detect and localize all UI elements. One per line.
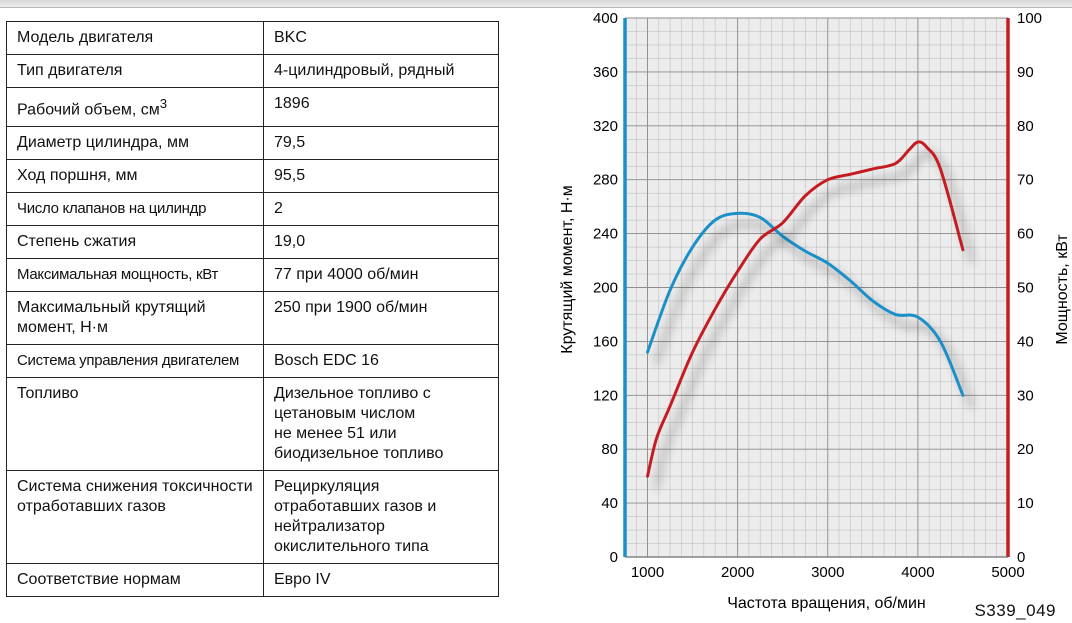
y-left-tick-label: 360: [593, 64, 618, 81]
spec-row: Соответствие нормам Евро IV: [6, 563, 499, 598]
y-right-tick-label: 50: [1017, 280, 1034, 297]
window-top-bar: [0, 0, 1072, 8]
torque-series-line: [646, 211, 965, 397]
spec-row: Тип двигателя 4-цилиндровый, рядный: [6, 54, 499, 88]
y-left-tick-label: 0: [610, 549, 618, 566]
spec-row: Диаметр цилиндра, мм 79,5: [6, 126, 499, 161]
engine-performance-chart: 0 40 80 120 160 200 240 280 320 360 400 0 10 20 30 40 50…: [548, 0, 1072, 623]
y-left-tick-label: 240: [593, 226, 618, 243]
spec-label: Диаметр цилиндра, мм: [6, 126, 264, 161]
spec-value: 2: [263, 192, 499, 227]
y-right-tick-label: 60: [1017, 226, 1034, 243]
y-left-tick-label: 80: [601, 441, 618, 458]
spec-value: Рециркуляция отработавших газов и нейтра…: [263, 470, 499, 565]
spec-value: Дизельное топливо с цетановым числом не …: [263, 377, 499, 472]
y-right-tick-label: 80: [1017, 118, 1034, 135]
spec-label: Топливо: [6, 377, 264, 472]
grid: [624, 17, 1009, 558]
y-left-tick-label: 120: [593, 387, 618, 404]
spec-row: Система снижения токсичности отработавши…: [6, 470, 499, 565]
spec-value: 79,5: [263, 126, 499, 161]
y-right-tick-label: 10: [1017, 495, 1034, 512]
spec-row: Модель двигателя BKC: [6, 21, 499, 55]
spec-row: Рабочий объем, см3 1896: [6, 86, 499, 128]
spec-value: 250 при 1900 об/мин: [263, 291, 499, 346]
spec-row: Ход поршня, мм 95,5: [6, 159, 499, 194]
spec-label: Система снижения токсичности отработавши…: [6, 470, 264, 565]
x-tick-label: 1000: [631, 564, 664, 581]
spec-row: Степень сжатия 19,0: [6, 225, 499, 260]
spec-value: BKC: [263, 21, 499, 55]
spec-label-superscript: 3: [159, 96, 168, 111]
y-left-axis-label: Крутящий момент, Н·м: [559, 185, 576, 353]
y-left-tick-label: 160: [593, 333, 618, 350]
chart-svg: 0408012016020024028032036040001020304050…: [559, 10, 1071, 612]
y-right-tick-label: 20: [1017, 441, 1034, 458]
spec-value: Евро IV: [263, 563, 499, 598]
y-left-tick-label: 320: [593, 118, 618, 135]
figure-code: S339_049: [974, 601, 1056, 620]
spec-label: Число клапанов на цилиндр: [6, 192, 264, 227]
x-axis-label: Частота вращения, об/мин: [727, 595, 926, 612]
spec-label: Модель двигателя: [6, 21, 264, 55]
spec-value: 19,0: [263, 225, 499, 260]
spec-row: Максимальная мощность, кВт 77 при 4000 об…: [6, 258, 499, 293]
spec-label: Рабочий объем, см3: [6, 86, 264, 128]
y-left-tick-label: 280: [593, 172, 618, 189]
power-series-line: [646, 140, 965, 478]
spec-row: Максимальный крутящий момент, Н·м 250 при…: [6, 291, 499, 346]
y-left-tick-label: 40: [601, 495, 618, 512]
spec-value: 4-цилиндровый, рядный: [263, 54, 499, 88]
spec-row: Система управления двигателем Bosch EDC 1…: [6, 344, 499, 379]
spec-value: 77 при 4000 об/мин: [263, 258, 499, 293]
x-tick-label: 3000: [811, 564, 844, 581]
spec-label: Соответствие нормам: [6, 563, 264, 598]
spec-label: Тип двигателя: [6, 54, 264, 88]
spec-row: Топливо Дизельное топливо с цетановым чис…: [6, 377, 499, 472]
x-tick-label: 4000: [901, 564, 934, 581]
spec-value: 1896: [263, 86, 499, 128]
spec-label: Степень сжатия: [6, 225, 264, 260]
y-left-tick-label: 400: [593, 10, 618, 27]
y-right-tick-label: 70: [1017, 172, 1034, 189]
y-right-tick-label: 40: [1017, 333, 1034, 350]
y-right-axis-label: Мощность, кВт: [1054, 234, 1071, 345]
spec-label: Максимальный крутящий момент, Н·м: [6, 291, 264, 346]
y-right-tick-label: 100: [1017, 10, 1042, 27]
spec-label: Ход поршня, мм: [6, 159, 264, 194]
spec-value: Bosch EDC 16: [263, 344, 499, 379]
y-right-tick-label: 0: [1017, 549, 1025, 566]
x-tick-label: 5000: [991, 564, 1024, 581]
x-tick-label: 2000: [721, 564, 754, 581]
y-right-tick-label: 30: [1017, 387, 1034, 404]
spec-value: 95,5: [263, 159, 499, 194]
engine-spec-table: Модель двигателя BKC Тип двигателя 4-цилинд…: [6, 21, 499, 598]
spec-row: Число клапанов на цилиндр 2: [6, 192, 499, 227]
y-right-tick-label: 90: [1017, 64, 1034, 81]
spec-label: Система управления двигателем: [6, 344, 264, 379]
y-left-tick-label: 200: [593, 280, 618, 297]
spec-label: Максимальная мощность, кВт: [6, 258, 264, 293]
